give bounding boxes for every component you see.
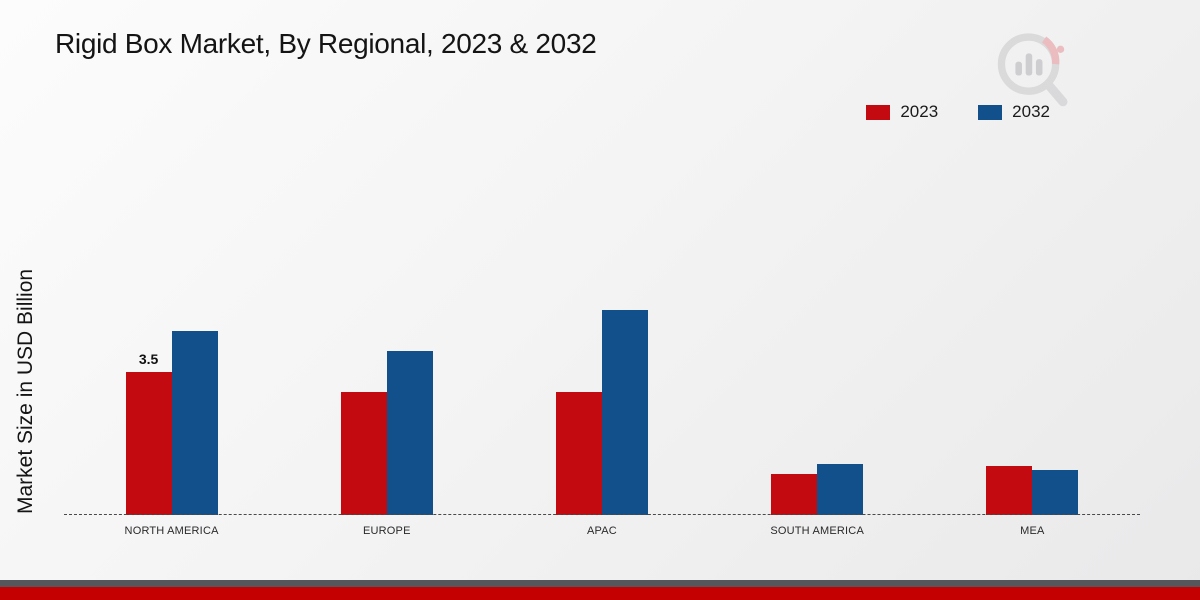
legend-swatch-icon bbox=[866, 104, 891, 120]
legend-label: 2023 bbox=[900, 102, 939, 121]
bar-2032-apac bbox=[601, 310, 648, 515]
brand-logo-watermark bbox=[990, 28, 1072, 115]
bar-2023-apac bbox=[555, 392, 602, 515]
chart-title: Rigid Box Market, By Regional, 2023 & 20… bbox=[55, 28, 597, 59]
legend-swatch-icon bbox=[978, 104, 1003, 120]
legend-label: 2032 bbox=[1012, 102, 1050, 121]
bar-group bbox=[986, 465, 1079, 515]
magnifier-chart-icon bbox=[990, 33, 1072, 114]
bar-group: 3.5 bbox=[125, 330, 218, 515]
bar-2032-mea bbox=[1032, 469, 1079, 515]
bar-2032-north-america bbox=[171, 330, 218, 515]
legend: 2023 2032 bbox=[866, 102, 1050, 122]
category-label: EUROPE bbox=[362, 525, 411, 537]
category-label: SOUTH AMERICA bbox=[770, 525, 864, 537]
bar-group bbox=[771, 463, 864, 515]
category-label: MEA bbox=[1020, 525, 1045, 537]
category-axis: NORTH AMERICA EUROPE APAC SOUTH AMERICA MEA bbox=[64, 515, 1140, 562]
bar-chart: 3.5 NORTH AMERICA EUROPE APAC SOUTH AMERICA… bbox=[64, 225, 1140, 562]
legend-item-2032: 2032 bbox=[978, 102, 1050, 122]
legend-item-2023: 2023 bbox=[866, 102, 938, 122]
footer-red-band bbox=[0, 587, 1200, 600]
x-axis-baseline bbox=[64, 514, 1140, 515]
bar-2023-mea bbox=[986, 465, 1033, 515]
bar-2023-north-america: 3.5 bbox=[125, 351, 172, 515]
bar-group bbox=[555, 310, 648, 515]
bar-value-label: 3.5 bbox=[138, 350, 159, 367]
bar-group bbox=[340, 351, 433, 515]
y-axis-label: Market Size in USD Billion bbox=[14, 268, 37, 514]
bar-2032-south-america bbox=[817, 463, 864, 515]
bar-2032-europe bbox=[386, 351, 433, 515]
category-label: NORTH AMERICA bbox=[124, 525, 219, 537]
plot-area: 3.5 bbox=[64, 225, 1140, 515]
bar-2023-south-america bbox=[771, 474, 818, 515]
footer-gray-band bbox=[0, 580, 1200, 587]
category-label: APAC bbox=[586, 525, 617, 537]
bar-2023-europe bbox=[340, 392, 387, 515]
